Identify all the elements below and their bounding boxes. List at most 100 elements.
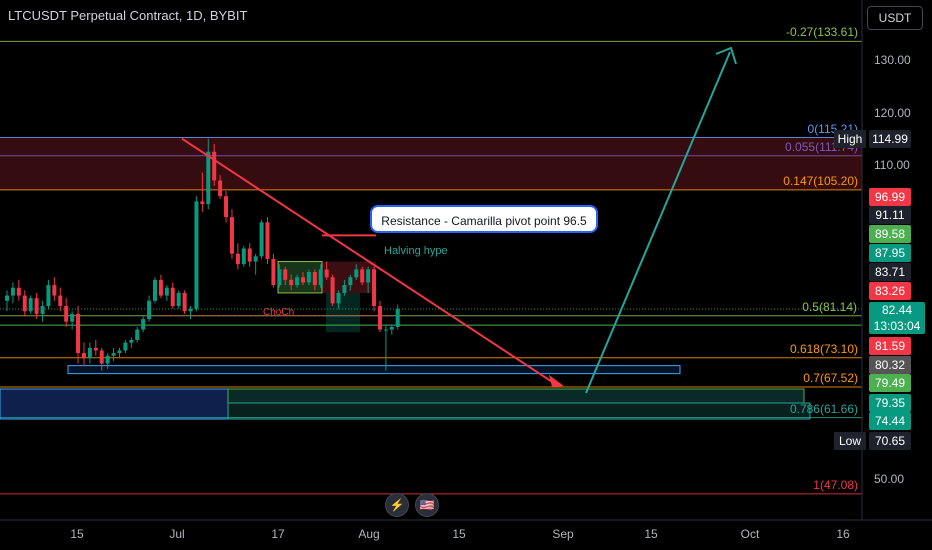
support-zone-1: [67, 365, 681, 375]
candle-body-55: [330, 277, 335, 304]
price-tag-2: 91.11: [869, 206, 911, 224]
low-label: Low: [834, 432, 866, 450]
us-flag-icon[interactable]: 🇺🇸: [415, 493, 439, 517]
candle-body-56: [336, 292, 341, 304]
candle-body-16: [99, 350, 104, 364]
candle-body-37: [224, 196, 229, 218]
fib-label-4: 0.5(81.14): [802, 299, 857, 314]
candle-body-28: [170, 287, 175, 307]
candle-body-40: [241, 248, 246, 265]
price-tag-value: 80.32: [874, 358, 906, 372]
lightning-icon[interactable]: ⚡: [385, 493, 409, 517]
target-zone-2: [227, 402, 811, 420]
candle-body-10: [64, 306, 69, 322]
candle-body-30: [182, 292, 187, 312]
projection-arrowhead: [715, 46, 737, 65]
candle-body-6: [40, 306, 45, 314]
candle-body-0: [5, 295, 9, 301]
candle-body-18: [111, 353, 116, 356]
price-tag-12: 74.44: [869, 412, 911, 430]
price-tag-value: 89.58: [874, 227, 906, 241]
candle-body-12: [76, 313, 81, 354]
halving-label: Halving hype: [384, 245, 448, 257]
candle-body-15: [93, 347, 98, 351]
currency-button[interactable]: USDT: [867, 6, 923, 30]
candle-body-8: [52, 285, 57, 296]
candle-body-53: [318, 269, 323, 286]
price-tag-value: 81.59: [874, 339, 906, 353]
candle-body-25: [153, 279, 157, 301]
price-tag-8: 81.59: [869, 337, 911, 355]
candle-body-65: [389, 326, 394, 330]
candle-body-39: [235, 253, 240, 265]
candle-body-45: [271, 258, 276, 286]
candle-body-52: [312, 272, 317, 286]
candle-body-34: [206, 151, 211, 205]
candle-body-4: [28, 298, 33, 312]
candle-body-13: [81, 353, 86, 359]
candle-body-31: [188, 308, 193, 312]
price-tag-1: 96.99: [869, 188, 911, 206]
price-tag-0: 114.99: [869, 130, 911, 148]
candle-body-20: [123, 342, 128, 351]
candle-body-49: [295, 277, 300, 286]
candle-body-1: [10, 287, 15, 296]
projection-arrow: [585, 51, 731, 394]
candle-body-19: [117, 350, 122, 354]
candle-body-60: [360, 269, 365, 283]
candle-body-35: [212, 151, 217, 181]
candle-body-32: [194, 201, 199, 309]
candles-layer: [5, 138, 400, 371]
price-tag-value: 87.95: [874, 246, 906, 260]
price-tag-3: 89.58: [869, 225, 911, 243]
candle-body-63: [377, 306, 382, 330]
candle-body-43: [259, 222, 264, 257]
resistance-zone: [0, 137, 862, 190]
high-label: High: [834, 130, 866, 148]
candle-body-48: [289, 279, 294, 286]
price-tag-value: 74.44: [874, 414, 906, 428]
time-tick-1: Jul: [169, 527, 185, 541]
price-tag-value: 83.71: [874, 265, 906, 279]
time-tick-7: Oct: [740, 527, 760, 541]
candle-body-38: [229, 217, 234, 254]
price-tag-13: 70.65: [869, 432, 911, 450]
price-tag-7: 82.44 13:03:04: [869, 302, 925, 334]
time-tick-0: 15: [70, 527, 84, 541]
candle-body-66: [395, 308, 400, 327]
candle-body-50: [301, 277, 305, 283]
choch-label: ChoCh: [263, 307, 295, 318]
candle-body-27: [164, 287, 169, 296]
price-tick-2: 110.00: [874, 157, 910, 172]
price-tag-value: 82.44: [881, 303, 913, 317]
price-tag-value: 79.49: [874, 376, 906, 390]
fib-label-6: 0.7(67.52): [803, 370, 858, 385]
price-tick-3: 50.00: [874, 471, 905, 486]
trend-arrowhead: [549, 375, 564, 387]
price-tag-value: 70.65: [874, 434, 906, 448]
fib-lines-layer: [0, 40, 862, 495]
price-tag-11: 79.35: [869, 394, 911, 412]
candle-body-2: [16, 287, 21, 296]
fib-label-3: 0.147(105.20): [783, 173, 858, 188]
candle-body-3: [22, 295, 27, 312]
time-tick-5: Sep: [552, 527, 574, 541]
candle-body-64: [383, 329, 388, 331]
candle-body-61: [366, 269, 371, 283]
candle-body-62: [372, 269, 377, 307]
price-tag-value: 114.99: [872, 132, 908, 146]
candle-body-47: [283, 269, 288, 280]
price-tag-5: 83.71: [869, 263, 911, 281]
price-tag-10: 79.49: [869, 374, 911, 392]
candle-body-21: [129, 340, 134, 343]
candle-body-26: [158, 279, 163, 296]
zones-layer: [0, 137, 862, 420]
price-tick-0: 130.00: [874, 53, 911, 68]
time-tick-3: Aug: [358, 527, 380, 541]
candle-body-33: [200, 201, 205, 205]
trend-line: [181, 137, 561, 388]
resistance-callout[interactable]: Resistance - Camarilla pivot point 96.5: [370, 205, 598, 233]
target-zone-1: [227, 388, 805, 404]
price-tag-4: 87.95: [869, 244, 911, 262]
